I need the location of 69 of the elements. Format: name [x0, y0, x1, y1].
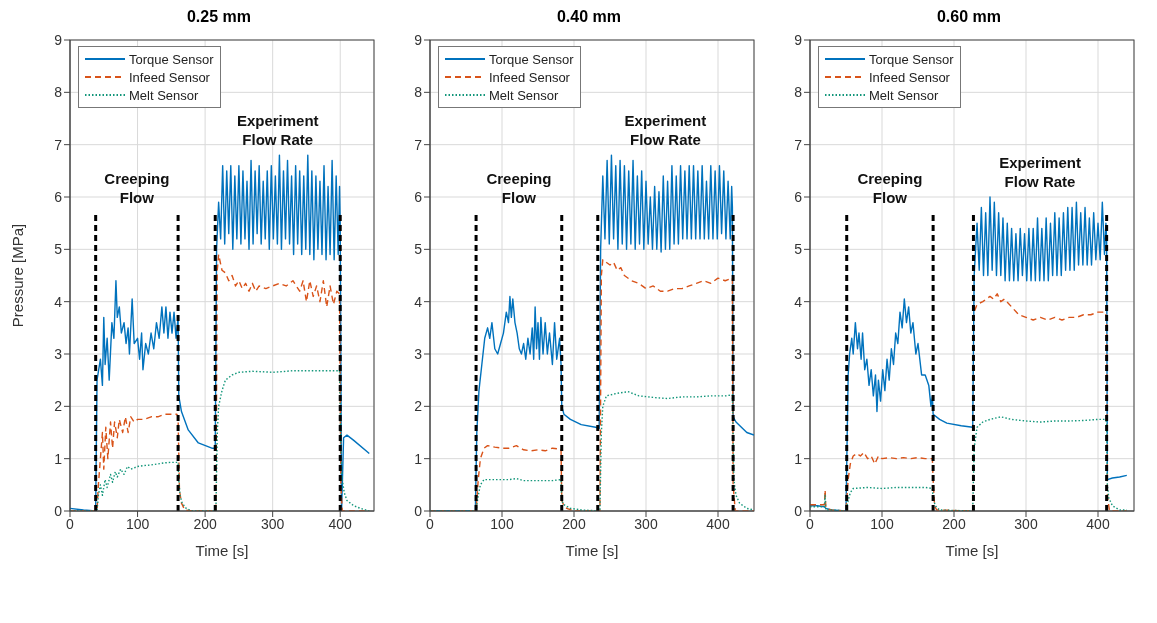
- legend-label: Torque Sensor: [129, 51, 214, 67]
- line-series: [810, 416, 1128, 511]
- y-tick-label: 2: [794, 398, 803, 415]
- x-tick-label: 300: [260, 515, 285, 532]
- y-tick-label: 7: [54, 136, 63, 153]
- y-tick-label: 0: [414, 502, 423, 519]
- y-tick-label: 2: [414, 398, 423, 415]
- x-tick-label: 300: [1014, 515, 1038, 532]
- y-tick-label: 7: [414, 136, 423, 153]
- x-tick-label: 400: [706, 515, 730, 532]
- legend-label: Infeed Sensor: [869, 69, 950, 85]
- x-tick-label: 0: [66, 515, 75, 532]
- x-axis-title: Time [s]: [195, 542, 249, 559]
- y-tick-label: 5: [54, 241, 63, 258]
- y-tick-label: 8: [414, 84, 423, 101]
- y-tick-label: 3: [54, 345, 63, 362]
- x-tick-label: 200: [562, 515, 586, 532]
- x-tick-label: 400: [328, 515, 353, 532]
- y-tick-label: 6: [54, 188, 63, 205]
- y-tick-label: 9: [414, 31, 423, 48]
- y-tick-label: 8: [794, 84, 803, 101]
- y-tick-label: 8: [54, 84, 63, 101]
- x-tick-label: 200: [193, 515, 217, 532]
- x-tick-label: 300: [634, 515, 658, 532]
- legend-label: Torque Sensor: [869, 51, 954, 67]
- x-tick-label: 0: [806, 515, 815, 532]
- legend-label: Melt Sensor: [489, 87, 559, 103]
- x-tick-label: 0: [426, 515, 435, 532]
- y-tick-label: 7: [794, 136, 803, 153]
- legend-label: Melt Sensor: [129, 87, 199, 103]
- annotation: Creeping Flow: [857, 169, 923, 206]
- legend-label: Infeed Sensor: [489, 69, 570, 85]
- chart-title: 0.60 mm: [935, 8, 1002, 27]
- chart-title: 0.40 mm: [555, 8, 622, 27]
- y-tick-label: 4: [414, 293, 423, 310]
- y-tick-label: 1: [414, 450, 423, 467]
- y-tick-label: 3: [794, 345, 803, 362]
- annotation: Creeping Flow: [104, 169, 170, 206]
- legend-label: Melt Sensor: [869, 87, 939, 103]
- x-tick-label: 100: [870, 515, 894, 532]
- annotation: Experiment Flow Rate: [999, 154, 1081, 190]
- x-axis-title: Time [s]: [945, 542, 999, 559]
- y-tick-label: 0: [54, 502, 63, 519]
- y-tick-label: 0: [794, 502, 803, 519]
- annotation: Experiment Flow Rate: [624, 112, 707, 149]
- y-tick-label: 9: [794, 31, 803, 48]
- y-tick-label: 2: [54, 398, 63, 415]
- y-tick-label: 1: [794, 450, 803, 467]
- y-tick-label: 5: [414, 241, 423, 258]
- y-tick-label: 4: [794, 293, 803, 310]
- line-series: [70, 154, 370, 511]
- x-tick-label: 200: [942, 515, 966, 532]
- x-tick-label: 100: [490, 515, 514, 532]
- annotation: Creeping Flow: [486, 169, 552, 206]
- y-axis-title: Pressure [MPa]: [9, 223, 27, 328]
- legend-label: Torque Sensor: [489, 51, 574, 67]
- y-tick-label: 6: [414, 188, 423, 205]
- y-tick-label: 9: [54, 31, 63, 48]
- y-tick-label: 1: [54, 450, 63, 467]
- y-tick-label: 5: [794, 241, 803, 258]
- chart-title: 0.25 mm: [185, 8, 252, 27]
- x-tick-label: 100: [125, 515, 150, 532]
- annotation: Experiment Flow Rate: [236, 112, 319, 149]
- x-tick-label: 400: [1086, 515, 1110, 532]
- y-tick-label: 4: [54, 293, 63, 310]
- legend-label: Infeed Sensor: [129, 69, 210, 85]
- x-axis-title: Time [s]: [565, 542, 619, 559]
- y-tick-label: 6: [794, 188, 803, 205]
- y-tick-label: 3: [414, 345, 423, 362]
